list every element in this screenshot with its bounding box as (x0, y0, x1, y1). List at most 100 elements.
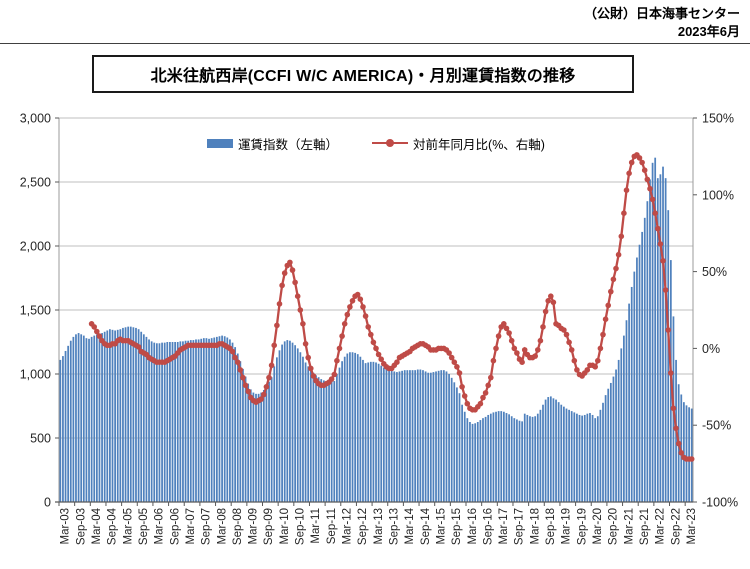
bar (103, 331, 106, 502)
bar (513, 418, 516, 502)
bar (505, 413, 508, 502)
bar (98, 333, 101, 502)
bar (429, 372, 432, 502)
bar (377, 363, 380, 502)
chart-title-box: 北米往航西岸(CCFI W/C AMERICA)・月別運賃指数の推移 (92, 55, 634, 93)
bar (213, 337, 216, 502)
bar (101, 333, 103, 502)
bar (356, 354, 359, 502)
bar (221, 335, 223, 502)
bar (495, 411, 497, 502)
bar (142, 334, 145, 502)
yoy-marker (354, 291, 361, 298)
svg-text:Mar-16: Mar-16 (467, 508, 479, 544)
yoy-marker (615, 251, 622, 258)
yoy-marker (495, 333, 502, 339)
bar (169, 342, 171, 502)
bar (90, 336, 93, 502)
yoy-marker (448, 354, 455, 361)
legend-item-yoy[interactable]: 対前年同月比(%、右軸) (372, 134, 545, 153)
svg-text:100%: 100% (702, 188, 734, 202)
yoy-marker (276, 301, 283, 307)
svg-text:Mar-20: Mar-20 (592, 508, 604, 544)
bar (302, 356, 304, 502)
bar (578, 414, 581, 502)
bar (398, 371, 401, 502)
header-divider (0, 43, 750, 44)
yoy-marker (378, 356, 385, 363)
yoy-marker (608, 288, 614, 295)
svg-text:Sep-19: Sep-19 (576, 508, 588, 545)
publication-date: 2023年6月 (677, 24, 740, 40)
bar (114, 330, 116, 502)
yoy-marker (287, 259, 293, 266)
svg-text:Sep-12: Sep-12 (357, 508, 369, 545)
bar (435, 371, 437, 502)
svg-text:Sep-17: Sep-17 (514, 508, 526, 545)
yoy-marker (331, 371, 338, 378)
left-axis-labels: 0 500 1,000 1,500 2,000 2,500 3,000 (20, 112, 59, 510)
bar (362, 359, 364, 502)
bar (291, 342, 294, 502)
bar (208, 338, 210, 502)
yoy-marker (96, 333, 103, 339)
yoy-marker (688, 456, 695, 462)
yoy-marker (245, 388, 251, 395)
bar (416, 369, 419, 502)
bar (409, 370, 411, 502)
bar (116, 329, 119, 502)
bar (197, 339, 200, 502)
legend-item-freight-index[interactable]: 運賃指数（左軸） (207, 134, 338, 153)
bar (521, 421, 523, 502)
yoy-marker (657, 241, 664, 247)
yoy-marker (271, 342, 278, 349)
yoy-marker (297, 307, 304, 313)
bar (270, 377, 273, 502)
bar (570, 411, 573, 502)
yoy-marker (490, 357, 497, 364)
svg-text:Sep-16: Sep-16 (482, 508, 494, 545)
bar (184, 340, 187, 502)
yoy-marker (258, 396, 265, 402)
yoy-marker (618, 233, 625, 240)
chart-title: 北米往航西岸(CCFI W/C AMERICA)・月別運賃指数の推移 (150, 68, 576, 85)
bar (406, 370, 409, 502)
svg-text:0: 0 (44, 496, 51, 510)
bar (132, 327, 135, 502)
yoy-marker (480, 394, 486, 401)
yoy-marker (626, 170, 632, 177)
yoy-marker (665, 327, 671, 333)
bar (424, 371, 427, 502)
bar (476, 422, 479, 502)
yoy-marker (649, 196, 656, 203)
bar (542, 404, 544, 502)
svg-text:150%: 150% (702, 112, 734, 126)
bar (283, 341, 286, 502)
bar (680, 394, 683, 502)
bar (260, 392, 263, 502)
bar (179, 341, 182, 502)
bar (119, 329, 122, 502)
bar (296, 348, 299, 502)
bar (239, 361, 242, 502)
yoy-marker (662, 287, 669, 293)
yoy-marker (347, 304, 353, 310)
bar (649, 179, 651, 502)
svg-text:Mar-22: Mar-22 (655, 508, 667, 544)
freight-index-bars (59, 157, 693, 503)
bar (330, 381, 333, 502)
svg-text:Mar-09: Mar-09 (248, 508, 260, 544)
bar (304, 362, 307, 502)
bar (286, 340, 289, 502)
bar (333, 381, 336, 502)
bar (437, 370, 440, 502)
bar (628, 303, 630, 502)
svg-text:0%: 0% (702, 342, 720, 356)
bar (129, 326, 132, 502)
yoy-marker (242, 382, 249, 389)
bar (322, 380, 325, 502)
bar (612, 376, 615, 502)
yoy-marker (344, 311, 351, 318)
bar (236, 353, 239, 502)
svg-text:-50%: -50% (702, 419, 731, 433)
